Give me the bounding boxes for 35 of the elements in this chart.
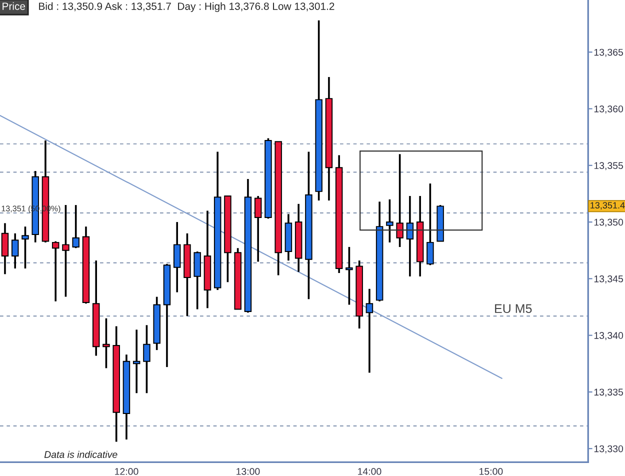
y-tick-label: 13,335: [594, 388, 624, 397]
x-tick-label: 15:00: [480, 468, 503, 475]
candlestick: [52, 240, 60, 302]
annotation: Data is indicative: [44, 450, 118, 458]
y-tick-label: 13,355: [594, 162, 624, 170]
y-tick-label: 13,340: [594, 332, 624, 340]
candlestick: [173, 221, 181, 294]
candlestick: [11, 232, 19, 270]
annotation: Price: [2, 2, 26, 10]
candlestick: [426, 182, 434, 266]
x-tick-label: 14:00: [358, 468, 382, 475]
candlestick: [366, 288, 374, 374]
candlestick: [386, 198, 394, 244]
candlestick: [396, 153, 404, 248]
candlestick: [254, 195, 262, 263]
annotation: EU M5: [495, 304, 532, 314]
y-tick-label: 13,345: [594, 275, 624, 284]
candlestick: [102, 317, 110, 370]
x-tick-label: 12:00: [115, 468, 138, 475]
candlestick: [22, 226, 29, 270]
candlestick: [62, 204, 70, 298]
candlestick: [132, 328, 140, 394]
y-tick-label: 13,360: [594, 105, 624, 114]
candlestick: [72, 204, 80, 249]
candlestick: [1, 222, 9, 276]
candlestick: [143, 324, 150, 394]
y-tick-label: 13,350: [594, 218, 624, 227]
candlestick: [194, 250, 201, 310]
chart-title: Bid : 13,350.9 Ask : 13,351.7 Day : High 13,376.8 Low 13,301.2: [39, 2, 334, 12]
y-tick-label: 13,365: [594, 48, 624, 57]
x-tick-label: 13:00: [236, 468, 260, 475]
candlestick: [406, 195, 414, 278]
y-tick-label: 13,330: [594, 445, 624, 454]
text: 13,351.4: [590, 202, 625, 210]
candlestick: [346, 246, 353, 306]
